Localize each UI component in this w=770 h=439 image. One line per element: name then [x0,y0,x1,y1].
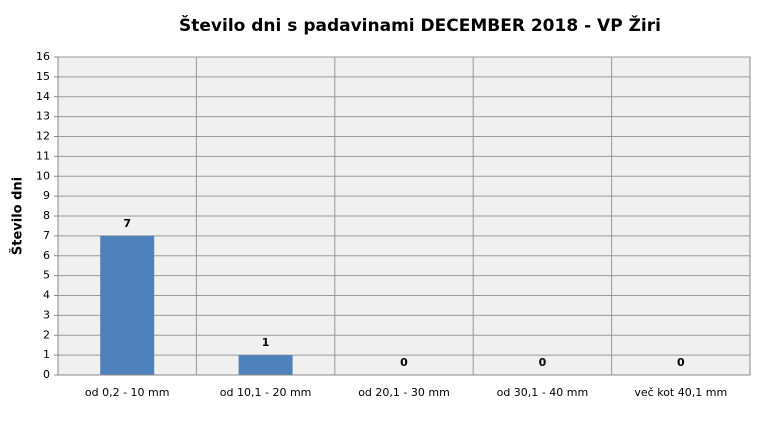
y-tick-label: 6 [43,249,50,262]
bar [238,355,293,375]
data-label: 0 [400,356,408,369]
y-tick-label: 11 [36,149,50,162]
data-label: 7 [123,217,131,230]
y-tick-label: 5 [43,269,50,282]
x-tick-label: od 0,2 - 10 mm [85,386,170,399]
y-tick-label: 1 [43,348,50,361]
y-tick-label: 0 [43,368,50,381]
y-tick-label: 15 [36,70,50,83]
y-tick-label: 13 [36,110,50,123]
y-tick-label: 2 [43,328,50,341]
x-tick-label: od 10,1 - 20 mm [220,386,312,399]
x-tick-label: od 30,1 - 40 mm [497,386,589,399]
bar [100,235,155,375]
y-tick-label: 12 [36,130,50,143]
y-tick-label: 3 [43,308,50,321]
y-tick-label: 9 [43,189,50,202]
y-axis-label: Število dni [10,177,26,255]
y-tick-label: 14 [36,90,50,103]
y-tick-label: 16 [36,50,50,63]
y-tick-label: 10 [36,169,50,182]
x-tick-label: več kot 40,1 mm [634,386,727,399]
chart-title: Število dni s padavinami DECEMBER 2018 -… [179,14,661,36]
data-label: 0 [539,356,547,369]
x-tick-label: od 20,1 - 30 mm [358,386,450,399]
y-tick-label: 8 [43,209,50,222]
y-tick-label: 7 [43,229,50,242]
data-label: 0 [677,356,685,369]
data-label: 1 [262,336,270,349]
y-tick-label: 4 [43,289,50,302]
